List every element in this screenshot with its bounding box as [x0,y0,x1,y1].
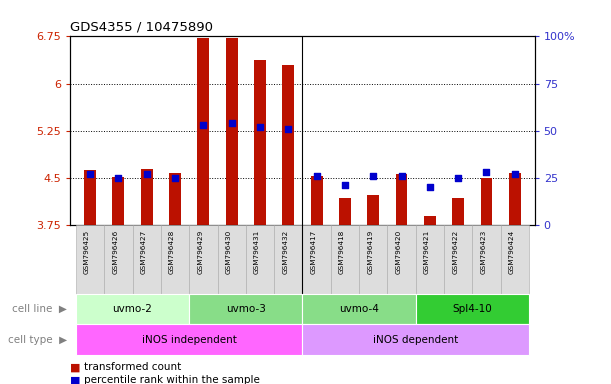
Bar [112,177,125,225]
Text: GSM796421: GSM796421 [424,230,430,275]
Text: iNOS independent: iNOS independent [142,335,236,345]
Bar [509,173,521,225]
Bar [302,225,331,294]
Point [453,175,463,181]
Text: GSM796422: GSM796422 [452,230,458,275]
Bar [76,225,104,294]
Text: percentile rank within the sample: percentile rank within the sample [84,375,260,384]
Bar [197,38,210,225]
Text: iNOS dependent: iNOS dependent [373,335,458,345]
Bar [387,225,415,294]
Bar [424,217,436,225]
Text: cell line  ▶: cell line ▶ [12,304,67,314]
Bar [331,225,359,294]
Point [340,182,350,188]
Bar [415,225,444,294]
Point [114,175,123,181]
Bar [246,225,274,294]
Bar [415,294,529,324]
Text: GSM796428: GSM796428 [169,230,175,275]
Text: uvmo-3: uvmo-3 [226,304,266,314]
Bar [274,225,302,294]
Bar [302,294,415,324]
Text: GSM796423: GSM796423 [480,230,486,275]
Bar [169,173,181,225]
Text: GSM796418: GSM796418 [339,230,345,275]
Bar [359,225,387,294]
Text: GSM796420: GSM796420 [395,230,401,275]
Bar [133,225,161,294]
Point [199,122,208,128]
Text: ■: ■ [70,362,81,372]
Text: GSM796427: GSM796427 [141,230,147,275]
Point [85,171,95,177]
Text: GSM796419: GSM796419 [367,230,373,275]
Point [397,173,406,179]
Bar [76,324,302,355]
Text: uvmo-4: uvmo-4 [339,304,379,314]
Text: GSM796426: GSM796426 [112,230,119,275]
Point [312,173,321,179]
Text: GDS4355 / 10475890: GDS4355 / 10475890 [70,21,213,34]
Bar [189,225,218,294]
Point [368,173,378,179]
Point [481,169,491,175]
Bar [444,225,472,294]
Bar [218,225,246,294]
Text: cell type  ▶: cell type ▶ [8,335,67,345]
Point [142,171,152,177]
Text: GSM796417: GSM796417 [310,230,316,275]
Bar [84,170,96,225]
Bar [452,198,464,225]
Text: GSM796424: GSM796424 [509,230,515,275]
Text: GSM796432: GSM796432 [282,230,288,275]
Bar [395,174,408,225]
Point [425,184,435,190]
Point [170,175,180,181]
Text: GSM796431: GSM796431 [254,230,260,275]
Text: GSM796429: GSM796429 [197,230,203,275]
Bar [500,225,529,294]
Bar [161,225,189,294]
Bar [480,178,492,225]
Text: GSM796430: GSM796430 [225,230,232,275]
Point [255,124,265,130]
Text: Spl4-10: Spl4-10 [453,304,492,314]
Text: GSM796425: GSM796425 [84,230,90,275]
Text: uvmo-2: uvmo-2 [112,304,153,314]
Bar [225,38,238,225]
Point [227,120,236,126]
Text: ■: ■ [70,375,81,384]
Bar [472,225,500,294]
Bar [76,294,189,324]
Point [284,126,293,132]
Bar [189,294,302,324]
Text: transformed count: transformed count [84,362,181,372]
Bar [310,176,323,225]
Bar [282,65,295,225]
Bar [141,169,153,225]
Bar [339,198,351,225]
Bar [367,195,379,225]
Point [510,171,520,177]
Bar [104,225,133,294]
Bar [302,324,529,355]
Bar [254,60,266,225]
